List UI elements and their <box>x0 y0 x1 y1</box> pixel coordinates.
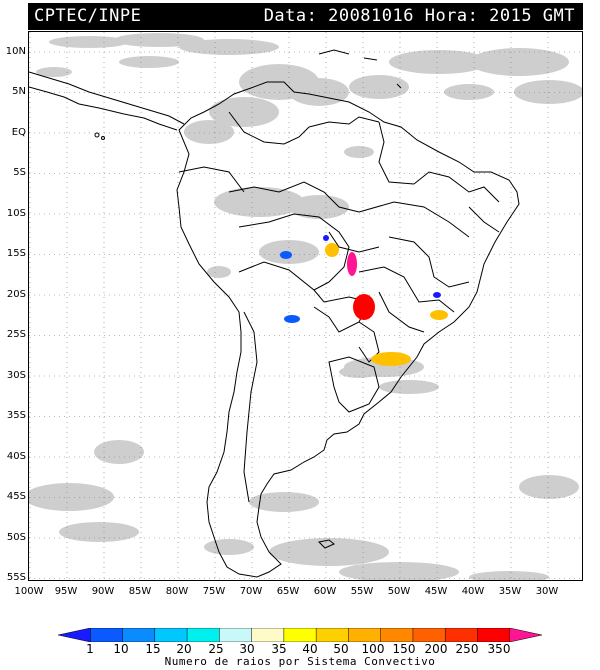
color-scale-swatch <box>283 628 317 642</box>
lat-label-10s: 10S <box>6 208 26 219</box>
lon-label-65w: 65W <box>276 586 300 597</box>
lat-label-5n: 5N <box>12 86 26 97</box>
color-scale-swatch <box>380 628 414 642</box>
convective-system <box>284 315 300 323</box>
lat-label-10n: 10N <box>5 46 26 57</box>
datetime-label: Data: 20081016 Hora: 2015 GMT <box>263 6 575 26</box>
color-scale-swatch <box>58 628 91 642</box>
scale-tick: 35 <box>271 642 287 656</box>
color-scale-swatch <box>477 628 511 642</box>
lon-label-45w: 45W <box>424 586 448 597</box>
lat-label-25s: 25S <box>6 329 26 340</box>
scale-tick: 1 <box>86 642 94 656</box>
scale-tick: 20 <box>176 642 192 656</box>
lat-label-15s: 15S <box>6 248 26 259</box>
convective-system <box>433 292 441 298</box>
color-scale-swatch <box>186 628 221 642</box>
lon-label-75w: 75W <box>202 586 226 597</box>
color-scale-swatch <box>251 628 285 642</box>
lon-label-40w: 40W <box>461 586 485 597</box>
convective-system <box>325 243 339 257</box>
scale-tick: 25 <box>208 642 224 656</box>
lon-label-50w: 50W <box>387 586 411 597</box>
title-bar: CPTEC/INPE Data: 20081016 Hora: 2015 GMT <box>28 3 583 30</box>
lat-label-eq: EQ <box>11 127 26 138</box>
lat-label-30s: 30S <box>6 370 26 381</box>
convective-system <box>371 352 411 366</box>
lon-label-85w: 85W <box>128 586 152 597</box>
convective-system <box>323 235 329 241</box>
scale-tick: 10 <box>113 642 129 656</box>
convective-system <box>430 310 448 320</box>
lat-label-5s: 5S <box>13 167 26 178</box>
scale-tick: 200 <box>424 642 448 656</box>
lat-label-35s: 35S <box>6 410 26 421</box>
lon-label-90w: 90W <box>91 586 115 597</box>
color-scale-swatch <box>412 628 446 642</box>
color-scale-caption: Numero de raios por Sistema Convectivo <box>164 655 436 668</box>
scale-tick: 40 <box>302 642 318 656</box>
lon-label-60w: 60W <box>313 586 337 597</box>
scale-tick: 150 <box>392 642 416 656</box>
lat-label-45s: 45S <box>6 491 26 502</box>
lon-label-35w: 35W <box>498 586 522 597</box>
lat-label-20s: 20S <box>6 289 26 300</box>
lon-label-80w: 80W <box>165 586 189 597</box>
lat-label-55s: 55S <box>6 572 26 583</box>
lon-label-95w: 95W <box>54 586 78 597</box>
color-scale-swatch <box>348 628 382 642</box>
lon-label-30w: 30W <box>535 586 559 597</box>
lon-label-100w: 100W <box>14 586 44 597</box>
coastline-layer <box>29 49 520 578</box>
cloud-layer <box>29 33 582 580</box>
color-scale-swatch <box>122 628 156 642</box>
convective-system <box>280 251 292 259</box>
lon-label-70w: 70W <box>239 586 263 597</box>
color-scale-swatch <box>90 628 124 642</box>
scale-tick: 50 <box>333 642 349 656</box>
color-scale-swatch <box>315 628 350 642</box>
lon-label-55w: 55W <box>350 586 374 597</box>
color-scale-swatch <box>444 628 479 642</box>
color-scale-swatch <box>509 628 542 642</box>
source-label: CPTEC/INPE <box>34 6 142 26</box>
map-canvas <box>29 32 582 580</box>
lat-label-50s: 50S <box>6 532 26 543</box>
convective-systems <box>280 235 448 366</box>
color-scale-swatch <box>219 628 253 642</box>
scale-tick: 100 <box>361 642 385 656</box>
convective-system <box>353 294 375 320</box>
satellite-map <box>28 31 583 581</box>
scale-tick: 250 <box>455 642 479 656</box>
scale-tick: 350 <box>487 642 511 656</box>
convective-system <box>347 252 357 276</box>
color-scale-bar <box>58 628 542 642</box>
scale-tick: 30 <box>239 642 255 656</box>
lat-label-40s: 40S <box>6 451 26 462</box>
color-scale-swatch <box>154 628 188 642</box>
scale-tick: 15 <box>145 642 161 656</box>
